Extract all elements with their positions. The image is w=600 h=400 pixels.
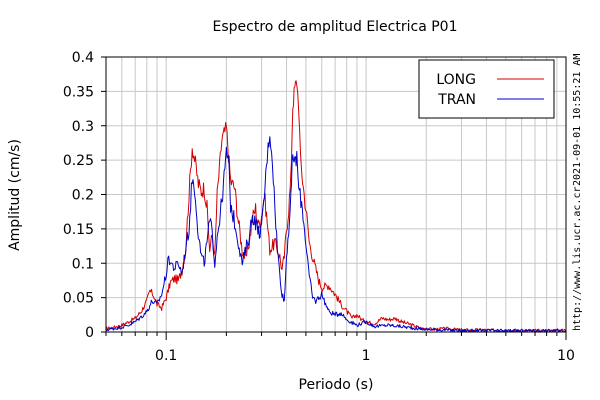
x-tick-labels: 0.1 1 10 xyxy=(155,348,575,364)
y-tick-labels: 0 0.05 0.1 0.15 0.2 0.25 0.3 0.35 0.4 xyxy=(63,50,94,341)
y-tick-label: 0 xyxy=(85,325,94,341)
y-tick-label: 0.25 xyxy=(63,153,94,169)
timestamp-text: 2021-09-01 10:55:21 AM xyxy=(572,54,583,186)
chart-title: Espectro de amplitud Electrica P01 xyxy=(213,19,458,35)
x-tick-label: 1 xyxy=(362,348,371,364)
y-tick-label: 0.1 xyxy=(72,256,94,272)
y-tick-label: 0.2 xyxy=(72,188,94,204)
x-tick-label: 0.1 xyxy=(155,348,177,364)
tick-marks xyxy=(101,56,567,340)
legend-box xyxy=(418,59,555,119)
y-tick-label: 0.35 xyxy=(63,84,94,100)
legend: LONG TRAN xyxy=(418,59,555,119)
series-line-tran xyxy=(105,136,567,333)
source-url-text: http://www.lis.ucr.ac.cr xyxy=(572,187,583,332)
legend-label-tran: TRAN xyxy=(437,92,476,108)
x-axis-label: Periodo (s) xyxy=(299,377,374,393)
y-tick-label: 0.15 xyxy=(63,222,94,238)
y-tick-label: 0.3 xyxy=(72,119,94,135)
series-layer xyxy=(105,80,567,333)
y-axis-label: Amplitud (cm/s) xyxy=(7,139,23,251)
y-tick-label: 0.05 xyxy=(63,291,94,307)
x-tick-label: 10 xyxy=(557,348,575,364)
legend-label-long: LONG xyxy=(436,72,476,88)
y-tick-label: 0.4 xyxy=(72,50,94,66)
